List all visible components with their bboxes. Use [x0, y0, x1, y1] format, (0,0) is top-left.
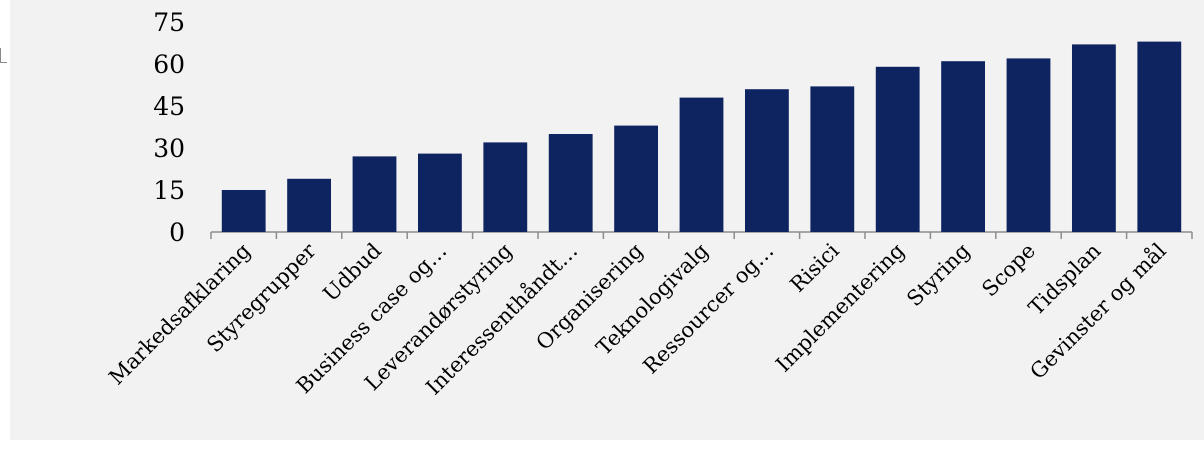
- x-tick-label: Teknologivalg: [592, 239, 713, 360]
- bar: [548, 134, 593, 232]
- y-tick-label: 30: [153, 134, 185, 163]
- x-tick-label: Implementering: [771, 239, 909, 377]
- y-tick-label: 0: [169, 218, 185, 247]
- bar: [1137, 41, 1182, 232]
- bar: [614, 125, 659, 232]
- bar: [679, 97, 724, 232]
- bar: [810, 86, 855, 233]
- y-axis-labels: 0 15 30 45 60 75: [153, 8, 185, 247]
- bar: [352, 156, 397, 232]
- bar: [1006, 58, 1051, 233]
- x-axis-ticks: [210, 232, 1193, 239]
- x-tick-label: Styring: [902, 239, 974, 311]
- bar: [875, 66, 920, 232]
- x-axis-labels: MarkedsafklaringStyregrupperUdbudBusines…: [104, 238, 1171, 400]
- bar: [221, 190, 266, 232]
- bar: [417, 153, 462, 232]
- y-tick-label: 60: [153, 50, 185, 79]
- y-tick-label: 75: [153, 8, 185, 37]
- chart-area: [10, 0, 1204, 440]
- bar: [1071, 44, 1116, 233]
- bar: [744, 89, 789, 232]
- bar: [941, 61, 986, 233]
- y-tick-label: 15: [153, 176, 185, 205]
- bar: [287, 178, 332, 232]
- x-tick-label: Risici: [785, 238, 844, 297]
- bar: [483, 142, 528, 232]
- y-tick-label: 45: [153, 92, 185, 121]
- x-tick-label: Scope: [977, 239, 1040, 302]
- left-edge-mark: [0, 48, 7, 63]
- bars: [221, 41, 1182, 233]
